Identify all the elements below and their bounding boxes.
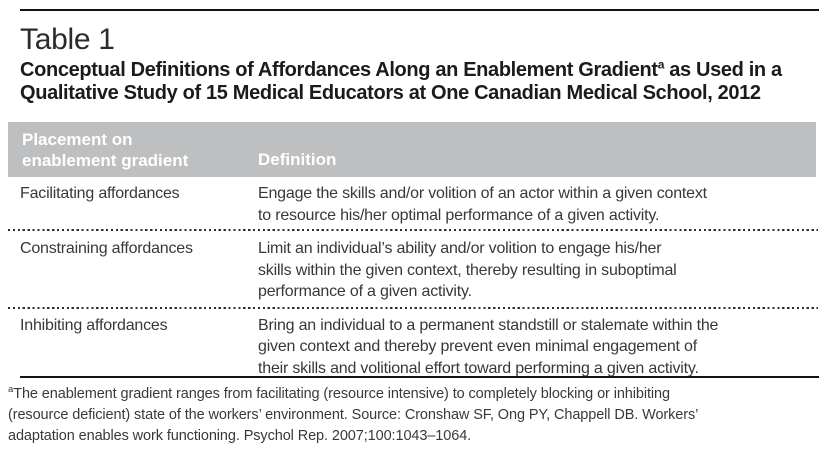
placement-cell: Constraining affordances <box>20 240 193 257</box>
definition-line: performance of a given activity. <box>258 283 472 300</box>
table-row: Inhibiting affordances Bring an individu… <box>8 309 824 383</box>
header-placement-line1: Placement on <box>22 130 133 149</box>
footnote-text1: The enablement gradient ranges from faci… <box>13 386 670 402</box>
title-text-post: as Used in a <box>664 59 782 81</box>
footnote-marker: a <box>8 384 14 396</box>
definition-line: to resource his/her optimal performance … <box>258 206 660 224</box>
table-title-line2: Qualitative Study of 15 Medical Educator… <box>20 82 761 104</box>
definition-cell: Bring an individual to a permanent stand… <box>258 315 824 380</box>
table-row: Constraining affordances Limit an indivi… <box>8 231 824 307</box>
row-divider <box>8 306 818 309</box>
table-footnote: aThe enablement gradient ranges from fac… <box>8 384 698 447</box>
top-rule <box>20 9 819 11</box>
title-footnote-marker: a <box>657 57 665 72</box>
row-divider <box>8 229 818 231</box>
table-header-row: Placement on enablement gradient Definit… <box>8 122 816 177</box>
table-title: Conceptual Definitions of Affordances Al… <box>20 57 782 105</box>
table-body: Facilitating affordances Engage the skil… <box>8 177 824 382</box>
definition-line: Engage the skills and/or volition of an … <box>258 185 707 202</box>
definition-line: their skills and volitional effort towar… <box>258 359 699 377</box>
definition-line: given context and thereby prevent even m… <box>258 338 697 355</box>
footnote-line1: aThe enablement gradient ranges from fac… <box>8 384 698 405</box>
definition-line: Bring an individual to a permanent stand… <box>258 316 719 334</box>
footnote-line2: (resource deficient) state of the worker… <box>8 407 699 423</box>
placement-cell: Inhibiting affordances <box>20 316 168 334</box>
definition-cell: Engage the skills and/or volition of an … <box>258 183 824 226</box>
header-placement-column: Placement on enablement gradient <box>8 122 258 177</box>
definition-cell: Limit an individual’s ability and/or vol… <box>258 238 824 303</box>
bottom-rule <box>20 376 819 378</box>
table-title-line1: Conceptual Definitions of Affordances Al… <box>20 57 782 82</box>
definition-line: Limit an individual’s ability and/or vol… <box>258 240 662 257</box>
title-text-pre: Conceptual Definitions of Affordances Al… <box>20 59 658 81</box>
definition-line: skills within the given context, thereby… <box>258 261 677 279</box>
table-row: Facilitating affordances Engage the skil… <box>8 177 824 229</box>
footnote-line3: adaptation enables work functioning. Psy… <box>8 428 472 444</box>
header-placement-line2: enablement gradient <box>22 151 189 170</box>
placement-cell: Facilitating affordances <box>20 185 180 202</box>
header-definition-column: Definition <box>258 150 337 169</box>
table-number-label: Table 1 <box>20 23 115 56</box>
